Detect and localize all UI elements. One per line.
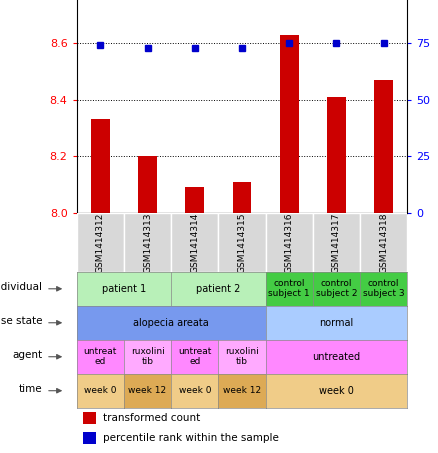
Text: GSM1414316: GSM1414316: [285, 212, 294, 273]
Bar: [83, 412, 96, 424]
Text: GSM1414315: GSM1414315: [237, 212, 247, 273]
Bar: [91, 120, 110, 213]
Bar: [280, 34, 299, 213]
Text: transformed count: transformed count: [103, 413, 200, 423]
Text: individual: individual: [0, 282, 42, 292]
Text: time: time: [18, 384, 42, 394]
Text: week 12: week 12: [223, 386, 261, 395]
Bar: [374, 80, 393, 213]
Text: patient 2: patient 2: [196, 284, 240, 294]
Text: disease state: disease state: [0, 316, 42, 326]
Text: normal: normal: [319, 318, 353, 328]
FancyBboxPatch shape: [360, 213, 407, 272]
FancyBboxPatch shape: [313, 213, 360, 272]
Text: GSM1414313: GSM1414313: [143, 212, 152, 273]
FancyBboxPatch shape: [265, 213, 313, 272]
Text: agent: agent: [12, 350, 42, 360]
FancyBboxPatch shape: [124, 213, 171, 272]
Text: alopecia areata: alopecia areata: [133, 318, 209, 328]
Text: week 0: week 0: [319, 386, 354, 396]
Text: GSM1414317: GSM1414317: [332, 212, 341, 273]
Text: GSM1414314: GSM1414314: [190, 212, 199, 273]
Bar: [83, 432, 96, 444]
Text: week 0: week 0: [84, 386, 117, 395]
Text: untreated: untreated: [312, 352, 360, 362]
Text: control
subject 3: control subject 3: [363, 279, 405, 299]
Text: untreat
ed: untreat ed: [178, 347, 212, 366]
Text: week 0: week 0: [179, 386, 211, 395]
FancyBboxPatch shape: [77, 213, 124, 272]
Text: GSM1414312: GSM1414312: [96, 212, 105, 273]
Bar: [138, 156, 157, 213]
Text: week 12: week 12: [128, 386, 166, 395]
Text: untreat
ed: untreat ed: [84, 347, 117, 366]
Text: control
subject 2: control subject 2: [316, 279, 357, 299]
Text: ruxolini
tib: ruxolini tib: [225, 347, 259, 366]
FancyBboxPatch shape: [219, 213, 265, 272]
Bar: [233, 182, 251, 213]
Text: control
subject 1: control subject 1: [268, 279, 310, 299]
Bar: [327, 97, 346, 213]
Text: patient 1: patient 1: [102, 284, 146, 294]
Text: percentile rank within the sample: percentile rank within the sample: [103, 433, 279, 443]
Text: GSM1414318: GSM1414318: [379, 212, 388, 273]
Bar: [185, 188, 204, 213]
Text: ruxolini
tib: ruxolini tib: [131, 347, 164, 366]
FancyBboxPatch shape: [171, 213, 219, 272]
